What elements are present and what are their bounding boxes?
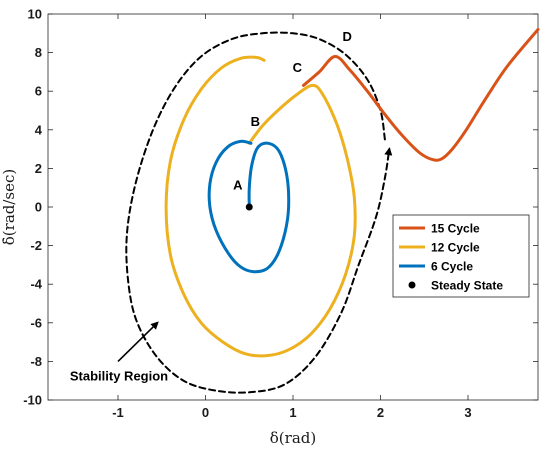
x-tick-label: 0 [202,405,209,420]
x-tick-label: 3 [464,405,471,420]
annotation-b: B [251,114,260,129]
legend-label: 6 Cycle [431,260,473,274]
steady-state-marker [245,203,253,211]
y-axis-label: δ̇(rad/sec) [0,169,18,245]
y-tick-label: 0 [35,200,42,215]
y-tick-label: 2 [35,161,42,176]
x-tick-label: 2 [377,405,384,420]
y-tick-label: -4 [30,277,42,292]
annotation-a: A [233,178,243,193]
y-tick-label: -10 [23,393,42,408]
y-tick-label: -8 [30,354,42,369]
tick-labels: -1 0 1 2 3-10-8-6-4-20246810δ(rad)δ̇(rad/sec… [0,7,472,448]
annotations: A B C D Stability Region [70,29,352,384]
y-tick-label: 8 [35,45,42,60]
legend-label: 15 Cycle [431,222,480,236]
series-stability-region [125,31,393,394]
x-tick-label: -1 [112,405,124,420]
annotation-d: D [343,29,352,44]
y-tick-label: 10 [28,7,42,22]
annotation-c: C [293,60,303,75]
stability-region-arrow [117,321,159,362]
legend-label: Steady State [431,279,503,293]
y-tick-label: 4 [35,122,43,137]
y-tick-label: 6 [35,84,42,99]
series-6-cycle [207,139,291,274]
annotation-stability-region: Stability Region [70,369,168,384]
legend: 15 Cycle 12 Cycle 6 Cycle Steady State [392,214,530,298]
axes [47,13,539,401]
series-15-cycle [302,27,540,162]
data-series [125,27,540,394]
y-tick-label: -2 [30,238,42,253]
y-tick-label: -6 [30,315,42,330]
x-tick-label: 1 [289,405,296,420]
legend-label: 12 Cycle [431,241,480,255]
series-12-cycle [164,55,357,358]
x-axis-label: δ(rad) [270,429,316,447]
legend-marker [408,281,416,289]
